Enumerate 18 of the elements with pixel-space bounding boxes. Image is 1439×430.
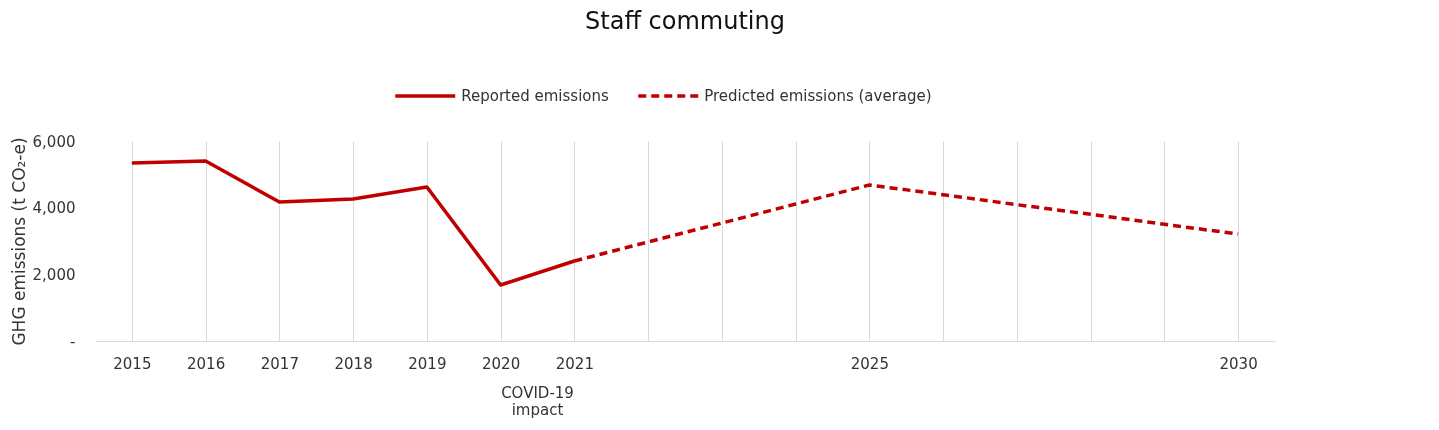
x-tick-label: 2021 <box>555 354 594 373</box>
y-tick-label: - <box>70 332 76 351</box>
x-tick-label: 2016 <box>187 354 226 373</box>
legend-label: Predicted emissions (average) <box>704 87 932 105</box>
y-tick-label: 2,000 <box>32 265 76 284</box>
y-tick-label: 4,000 <box>32 199 76 218</box>
text: COVID-19 impact <box>501 384 574 419</box>
y-tick-label: 6,000 <box>32 132 76 151</box>
x-tick-label: 2019 <box>408 354 447 373</box>
x-tick-label: 2017 <box>260 354 299 373</box>
legend-label: Reported emissions <box>461 87 609 105</box>
x-tick-label: 2018 <box>334 354 373 373</box>
y-axis-title: GHG emissions (t CO₂-e) <box>8 137 29 346</box>
x-tick-label: 2030 <box>1219 354 1258 373</box>
x-tick-label: 2020 <box>482 354 521 373</box>
chart-title: Staff commuting <box>585 7 785 35</box>
x-tick-label: 2015 <box>113 354 152 373</box>
x-tick-label: 2025 <box>850 354 889 373</box>
